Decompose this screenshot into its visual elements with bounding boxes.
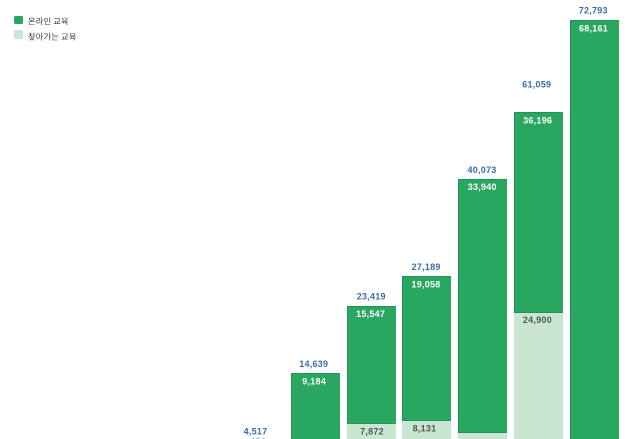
svg-text:23,419: 23,419 — [357, 292, 386, 302]
svg-text:24,900: 24,900 — [523, 315, 552, 325]
svg-text:27,189: 27,189 — [412, 262, 441, 272]
svg-text:9,184: 9,184 — [302, 376, 326, 386]
svg-text:68,161: 68,161 — [579, 23, 608, 33]
svg-text:40,073: 40,073 — [467, 165, 496, 175]
svg-text:434: 434 — [250, 436, 266, 439]
svg-text:33,940: 33,940 — [468, 182, 497, 192]
svg-text:61,059: 61,059 — [522, 80, 551, 90]
svg-text:4,517: 4,517 — [244, 427, 268, 437]
svg-text:19,058: 19,058 — [411, 279, 440, 289]
svg-text:14,639: 14,639 — [299, 359, 328, 369]
svg-text:36,196: 36,196 — [523, 116, 552, 126]
svg-text:72,793: 72,793 — [579, 6, 608, 16]
svg-text:7,872: 7,872 — [360, 426, 384, 436]
svg-text:8,131: 8,131 — [413, 423, 437, 433]
svg-text:15,547: 15,547 — [356, 309, 385, 319]
